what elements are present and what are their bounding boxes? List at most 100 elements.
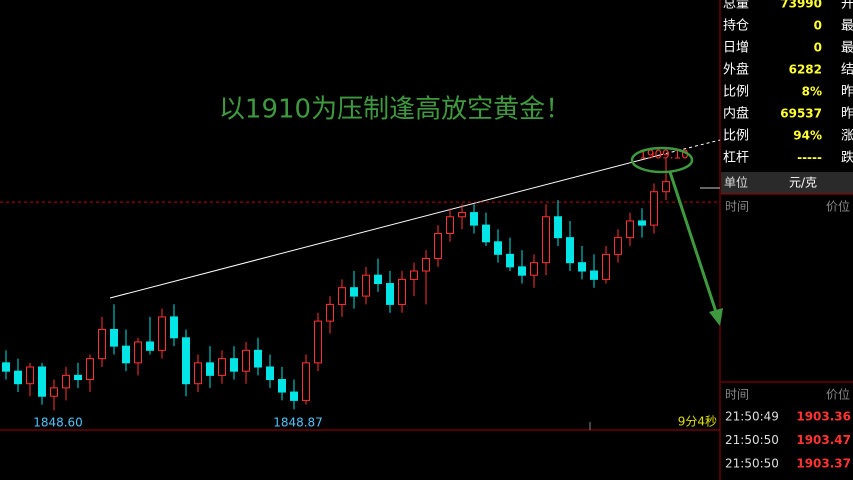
candle-body: [374, 274, 382, 285]
candle-body: [194, 362, 202, 385]
candle-body: [278, 379, 286, 393]
stat-value: 8%: [802, 85, 822, 99]
candle-body: [482, 224, 490, 243]
arrow-shaft: [668, 171, 718, 313]
candle-body: [386, 283, 394, 305]
candle-body: [314, 320, 322, 364]
candle-body: [398, 278, 406, 305]
stat-extra: 跌: [841, 150, 853, 166]
stat-extra: 开: [841, 0, 853, 12]
candle-body: [578, 262, 586, 272]
price-header: 价位: [826, 199, 850, 214]
tick-price: 1903.36: [796, 410, 851, 424]
tick-time: 21:50:50: [725, 433, 779, 447]
trend-line: [109, 154, 661, 299]
candle-body: [326, 303, 334, 322]
candle-body: [434, 232, 442, 260]
stat-extra: 涨: [841, 129, 853, 144]
arrow-head: [709, 308, 723, 326]
candle-body: [242, 349, 250, 372]
candle-body: [446, 216, 454, 234]
candle-body: [110, 328, 118, 347]
candle-body: [458, 212, 466, 218]
candle-body: [290, 391, 298, 401]
price-header: 价位: [826, 387, 850, 402]
candle-body: [302, 362, 310, 401]
candle-body: [182, 337, 190, 385]
stat-extra: 结: [841, 63, 853, 78]
candle-body: [422, 258, 430, 272]
candle-body: [230, 358, 238, 372]
stat-label: 比例: [723, 85, 749, 100]
candle-body: [590, 270, 598, 280]
unit-value: 元/克: [789, 176, 817, 190]
stat-label: 外盘: [723, 62, 749, 78]
stat-value: 69537: [780, 107, 822, 121]
candle-body: [662, 181, 670, 193]
candle-body: [146, 341, 154, 351]
candle-body: [170, 316, 178, 339]
candle-body: [338, 287, 346, 305]
stat-extra: 最: [841, 19, 853, 34]
highlight-ellipse: [630, 146, 694, 174]
candle-body: [254, 349, 262, 368]
price-label: 1909.10: [639, 147, 689, 161]
stat-label: 比例: [723, 129, 749, 144]
candle-body: [158, 316, 166, 351]
candle-body: [26, 366, 34, 385]
tick-time: 21:50:50: [725, 457, 779, 471]
candle-body: [86, 358, 94, 381]
candle-body: [626, 220, 634, 239]
stat-value: 73990: [780, 0, 822, 11]
stat-label: 内盘: [723, 106, 749, 122]
candle-body: [2, 362, 10, 372]
stat-value: 6282: [789, 63, 822, 77]
stat-extra: 最: [841, 41, 853, 56]
stat-label: 杠杆: [723, 150, 749, 166]
candle-body: [38, 366, 46, 397]
tick-time: 21:50:49: [725, 410, 779, 424]
tick-price: 1903.37: [796, 457, 851, 471]
price-label: 1848.87: [273, 416, 323, 430]
annotation: 以1910为压制逢高放空黄金！: [219, 95, 571, 125]
unit-label: 单位: [724, 175, 748, 190]
duration-label: 9分4秒: [678, 415, 717, 429]
candle-body: [62, 374, 70, 389]
stat-value: 0: [814, 19, 822, 33]
candle-body: [266, 366, 274, 381]
stat-label: 日增: [723, 41, 749, 56]
candle-body: [602, 253, 610, 280]
time-header: 时间: [725, 388, 749, 402]
stat-value: -----: [797, 151, 822, 165]
candle-body: [122, 345, 130, 364]
candle-body: [554, 216, 562, 239]
stat-label: 总量: [723, 0, 749, 12]
unit-row-bg: [721, 172, 853, 194]
trend-line-extension: [659, 139, 721, 156]
candle-body: [506, 253, 514, 268]
candle-body: [74, 374, 82, 381]
candle-body: [50, 387, 58, 397]
candle-body: [566, 237, 574, 264]
candle-body: [362, 274, 370, 297]
candle-body: [98, 328, 106, 360]
plot: 1848.60 1848.87 1909.10: [0, 147, 720, 430]
candle-body: [14, 370, 22, 385]
candle-body: [638, 220, 646, 226]
stat-value: 94%: [793, 129, 822, 143]
candle-body: [410, 270, 418, 280]
candle-body: [650, 191, 658, 226]
stat-label: 持仓: [723, 19, 749, 34]
tick-price: 1903.47: [796, 433, 851, 447]
time-header: 时间: [725, 200, 749, 214]
candle-body: [218, 358, 226, 376]
candle-body: [530, 262, 538, 276]
price-label: 1848.60: [33, 416, 83, 430]
candle-body: [614, 237, 622, 255]
candle-body: [542, 216, 550, 264]
candle-body: [350, 287, 358, 297]
stat-value: 0: [814, 41, 822, 55]
candle-body: [206, 362, 214, 376]
